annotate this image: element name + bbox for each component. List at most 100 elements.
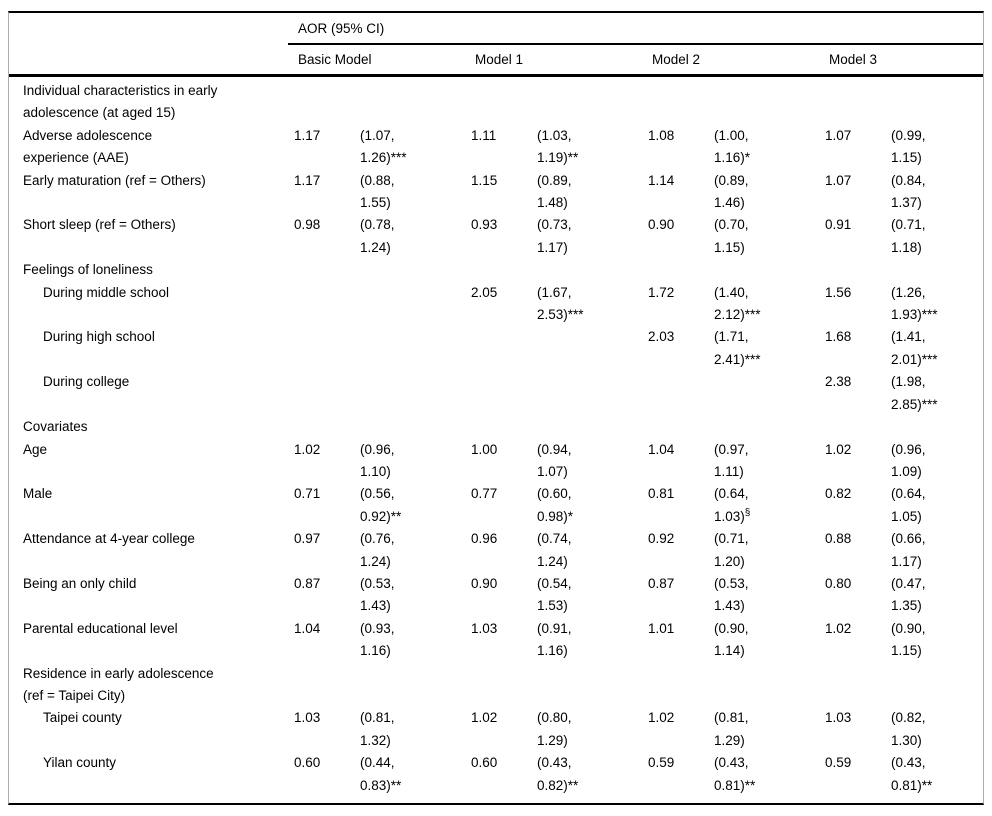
ci-value-cell: (0.90, 1.14) bbox=[714, 618, 819, 663]
column-header-model-3: Model 3 bbox=[819, 44, 983, 77]
aor-value-cell: 0.91 bbox=[825, 217, 852, 233]
ci-value-cell: (0.76, 1.24) bbox=[360, 528, 465, 573]
data-row: Early maturation (ref = Others) 1.17 (0.88… bbox=[9, 170, 983, 215]
aor-value-cell: 0.87 bbox=[294, 575, 321, 591]
aor-value-cell: 1.00 bbox=[471, 441, 498, 457]
ci-value-cell: (0.47, 1.35) bbox=[891, 573, 983, 618]
ci-text: (0.56, 0.92)** bbox=[360, 486, 402, 524]
aor-value-cell bbox=[465, 326, 537, 371]
aor-value-cell: 1.04 bbox=[294, 620, 321, 636]
ci-text: (0.91, 1.16) bbox=[537, 620, 572, 659]
ci-value-cell: (0.43, 0.81)** bbox=[714, 752, 819, 803]
aor-value-cell: 1.02 bbox=[825, 620, 852, 636]
data-row: Yilan county 0.60 (0.44, 0.83)** 0.60 (0.43,… bbox=[9, 752, 983, 803]
aor-value-cell: 2.05 bbox=[471, 284, 498, 300]
aor-value-cell bbox=[288, 371, 360, 416]
aor-value-cell: 0.77 bbox=[471, 486, 498, 502]
ci-value-cell bbox=[537, 371, 642, 416]
label-column-header bbox=[9, 13, 288, 44]
data-row: Adverse adolescence experience (AAE) 1.17 (… bbox=[9, 125, 983, 170]
empty-cells bbox=[288, 76, 983, 125]
ci-value-cell: (0.66, 1.17) bbox=[891, 528, 983, 573]
ci-text: (1.71, 2.41)*** bbox=[714, 329, 761, 367]
aor-value-cell bbox=[465, 371, 537, 416]
ci-value-cell: (0.56, 0.92)** bbox=[360, 483, 465, 528]
page: { "table": { "spanner_header": "AOR (95%… bbox=[0, 11, 992, 816]
aor-value-cell: 0.80 bbox=[825, 575, 852, 591]
data-row: Parental educational level 1.04 (0.93, 1.1… bbox=[9, 618, 983, 663]
section-label: Feelings of loneliness bbox=[23, 262, 153, 278]
row-label: During middle school bbox=[43, 284, 170, 300]
ci-text: (1.67, 2.53)*** bbox=[537, 284, 584, 323]
ci-text: (0.78, 1.24) bbox=[360, 217, 395, 255]
ci-value-cell bbox=[360, 282, 465, 327]
aor-value-cell: 0.90 bbox=[471, 575, 498, 591]
ci-text: (1.07, 1.26)*** bbox=[360, 127, 407, 166]
aor-value-cell: 2.38 bbox=[825, 374, 852, 390]
ci-value-cell: (0.88, 1.55) bbox=[360, 170, 465, 215]
data-row: Being an only child 0.87 (0.53, 1.43) 0.90 (… bbox=[9, 573, 983, 618]
section-row: Individual characteristics in early adole… bbox=[9, 76, 983, 125]
ci-value-cell: (0.82, 1.30) bbox=[891, 707, 983, 752]
ci-value-cell: (0.80, 1.29) bbox=[537, 707, 642, 752]
ci-text: (0.97, 1.11) bbox=[714, 441, 749, 479]
ci-value-cell: (0.53, 1.43) bbox=[360, 573, 465, 618]
aor-value-cell: 1.03 bbox=[294, 710, 321, 726]
ci-text: (0.53, 1.43) bbox=[360, 575, 395, 614]
spanner-header: AOR (95% CI) bbox=[288, 13, 983, 45]
ci-text: (0.71, 1.18) bbox=[891, 217, 926, 255]
aor-value-cell: 0.59 bbox=[648, 755, 675, 771]
ci-value-cell: (0.74, 1.24) bbox=[537, 528, 642, 573]
ci-value-cell: (1.71, 2.41)*** bbox=[714, 326, 819, 371]
section-label: Covariates bbox=[23, 419, 88, 435]
aor-value-cell: 0.96 bbox=[471, 531, 498, 547]
column-header-basic-model: Basic Model bbox=[288, 44, 465, 77]
aor-value-cell: 1.17 bbox=[294, 127, 321, 143]
ci-text: (0.80, 1.29) bbox=[537, 710, 572, 748]
column-header-model-2: Model 2 bbox=[642, 44, 819, 77]
aor-value-cell: 1.56 bbox=[825, 284, 852, 300]
section-row: Covariates bbox=[9, 416, 983, 438]
aor-value-cell bbox=[642, 371, 714, 416]
ci-text: (0.84, 1.37) bbox=[891, 172, 926, 211]
row-label: Yilan county bbox=[43, 755, 117, 771]
ci-text: (0.82, 1.30) bbox=[891, 710, 926, 748]
ci-text: (0.90, 1.15) bbox=[891, 620, 926, 659]
ci-text: (0.93, 1.16) bbox=[360, 620, 395, 659]
aor-value-cell: 1.03 bbox=[471, 620, 498, 636]
ci-text: (1.00, 1.16)* bbox=[714, 127, 751, 166]
ci-value-cell bbox=[537, 326, 642, 371]
ci-value-cell: (1.00, 1.16)* bbox=[714, 125, 819, 170]
ci-value-cell: (0.70, 1.15) bbox=[714, 214, 819, 259]
ci-value-cell: (0.93, 1.16) bbox=[360, 618, 465, 663]
ci-value-cell: (1.41, 2.01)*** bbox=[891, 326, 983, 371]
empty-cells bbox=[288, 416, 983, 438]
aor-value-cell: 1.02 bbox=[294, 441, 321, 457]
aor-value-cell bbox=[288, 326, 360, 371]
aor-value-cell: 1.01 bbox=[648, 620, 675, 636]
aor-value-cell: 1.04 bbox=[648, 441, 675, 457]
ci-value-cell bbox=[360, 371, 465, 416]
ci-text: (0.88, 1.55) bbox=[360, 172, 395, 211]
label-column-header bbox=[9, 44, 288, 77]
ci-text: (1.03, 1.19)** bbox=[537, 127, 579, 166]
section-label: Residence in early adolescence (ref = Tai… bbox=[23, 665, 214, 703]
aor-value-cell: 1.07 bbox=[825, 127, 852, 143]
ci-text: (0.64, 1.03)§ bbox=[714, 486, 751, 524]
ci-text: (0.89, 1.48) bbox=[537, 172, 572, 211]
results-table: AOR (95% CI) Basic Model Model 1 Model 2… bbox=[9, 13, 983, 803]
row-label: Parental educational level bbox=[23, 620, 178, 636]
aor-value-cell: 0.87 bbox=[648, 575, 675, 591]
aor-value-cell: 0.71 bbox=[294, 486, 321, 502]
aor-value-cell: 1.11 bbox=[471, 127, 497, 143]
row-label: Age bbox=[23, 441, 48, 457]
aor-value-cell: 0.60 bbox=[471, 755, 498, 771]
data-row: During high school 2.03 (1.71, 2.41)*** 1.6… bbox=[9, 326, 983, 371]
data-row: Age 1.02 (0.96, 1.10) 1.00 (0.94, 1.07) 1.04 (… bbox=[9, 439, 983, 484]
ci-text: (0.73, 1.17) bbox=[537, 217, 572, 255]
aor-value-cell: 0.59 bbox=[825, 755, 852, 771]
ci-value-cell: (1.03, 1.19)** bbox=[537, 125, 642, 170]
ci-value-cell: (0.78, 1.24) bbox=[360, 214, 465, 259]
spanner-header-row: AOR (95% CI) bbox=[9, 13, 983, 45]
ci-text: (0.47, 1.35) bbox=[891, 575, 926, 614]
